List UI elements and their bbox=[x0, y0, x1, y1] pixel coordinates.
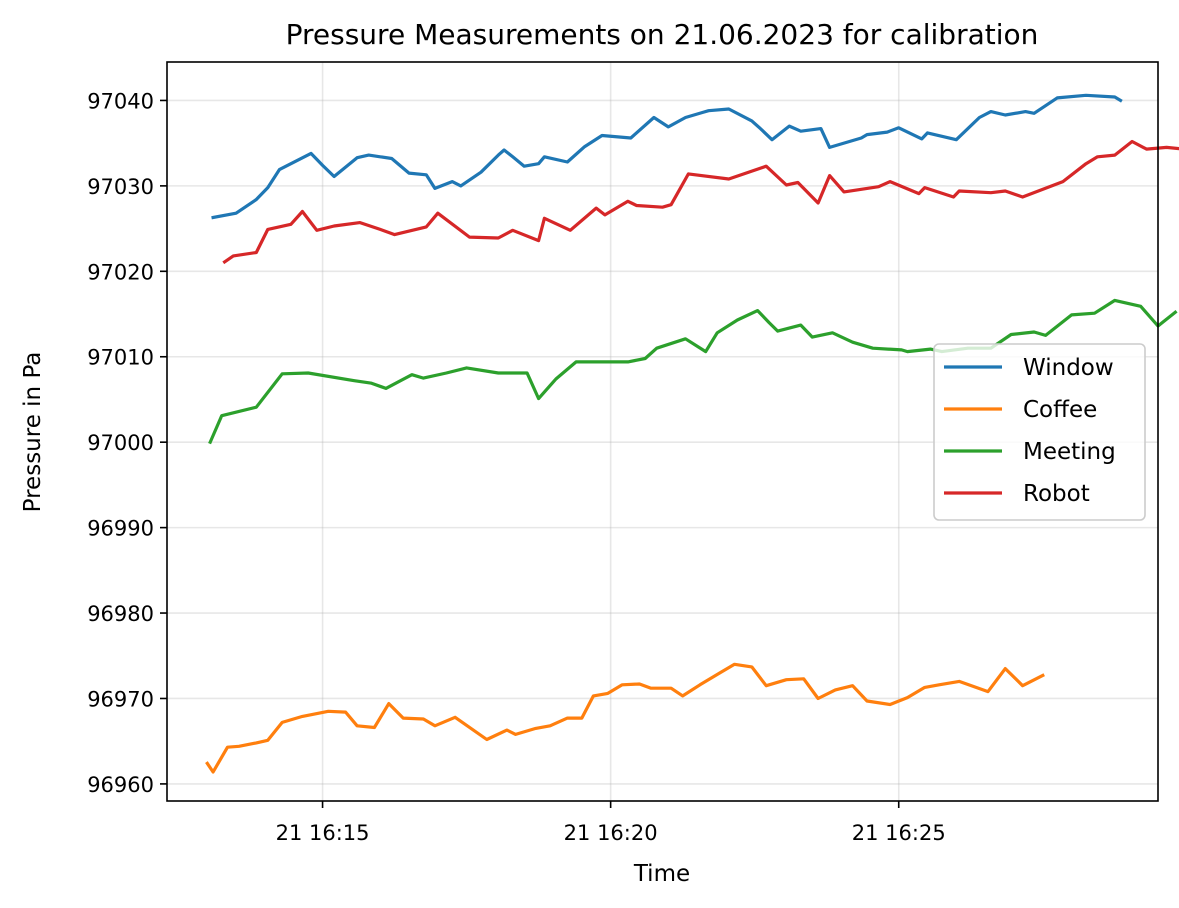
y-axis-label: Pressure in Pa bbox=[20, 352, 46, 513]
series-line-coffee bbox=[205, 662, 1045, 774]
y-tick-label: 96970 bbox=[87, 687, 154, 711]
legend: Window Coffee Meeting Robot bbox=[933, 343, 1146, 521]
series-line-meeting bbox=[208, 298, 1178, 445]
series-line-robot bbox=[222, 139, 1179, 265]
legend-label-meeting: Meeting bbox=[1023, 439, 1116, 465]
x-tick-label: 21 16:15 bbox=[276, 821, 370, 845]
y-tick-label: 96980 bbox=[87, 602, 154, 626]
y-tick-label: 97010 bbox=[87, 346, 154, 370]
y-tick-label: 96990 bbox=[87, 517, 154, 541]
legend-box bbox=[933, 343, 1146, 521]
x-tick-label: 21 16:25 bbox=[852, 821, 946, 845]
legend-label-coffee: Coffee bbox=[1023, 397, 1097, 423]
plot-frame bbox=[166, 61, 1159, 802]
y-tick-label: 96960 bbox=[87, 773, 154, 797]
x-axis-label: Time bbox=[633, 861, 690, 887]
y-tick-label: 97020 bbox=[87, 260, 154, 284]
y-tick-label: 97030 bbox=[87, 175, 154, 199]
y-tick-label: 97000 bbox=[87, 431, 154, 455]
x-tick-label: 21 16:20 bbox=[564, 821, 658, 845]
x-axis: 21 16:15 21 16:20 21 16:25 bbox=[276, 801, 946, 845]
legend-label-window: Window bbox=[1023, 355, 1114, 381]
legend-label-robot: Robot bbox=[1023, 481, 1090, 507]
y-axis: 96960 96970 96980 96990 97000 97010 97020 97030… bbox=[87, 89, 167, 797]
series-line-window bbox=[211, 93, 1123, 220]
chart-title: Pressure Measurements on 21.06.2023 for … bbox=[286, 18, 1039, 51]
series-layer bbox=[205, 93, 1179, 774]
grid bbox=[167, 62, 1158, 801]
y-tick-label: 97040 bbox=[87, 89, 154, 113]
